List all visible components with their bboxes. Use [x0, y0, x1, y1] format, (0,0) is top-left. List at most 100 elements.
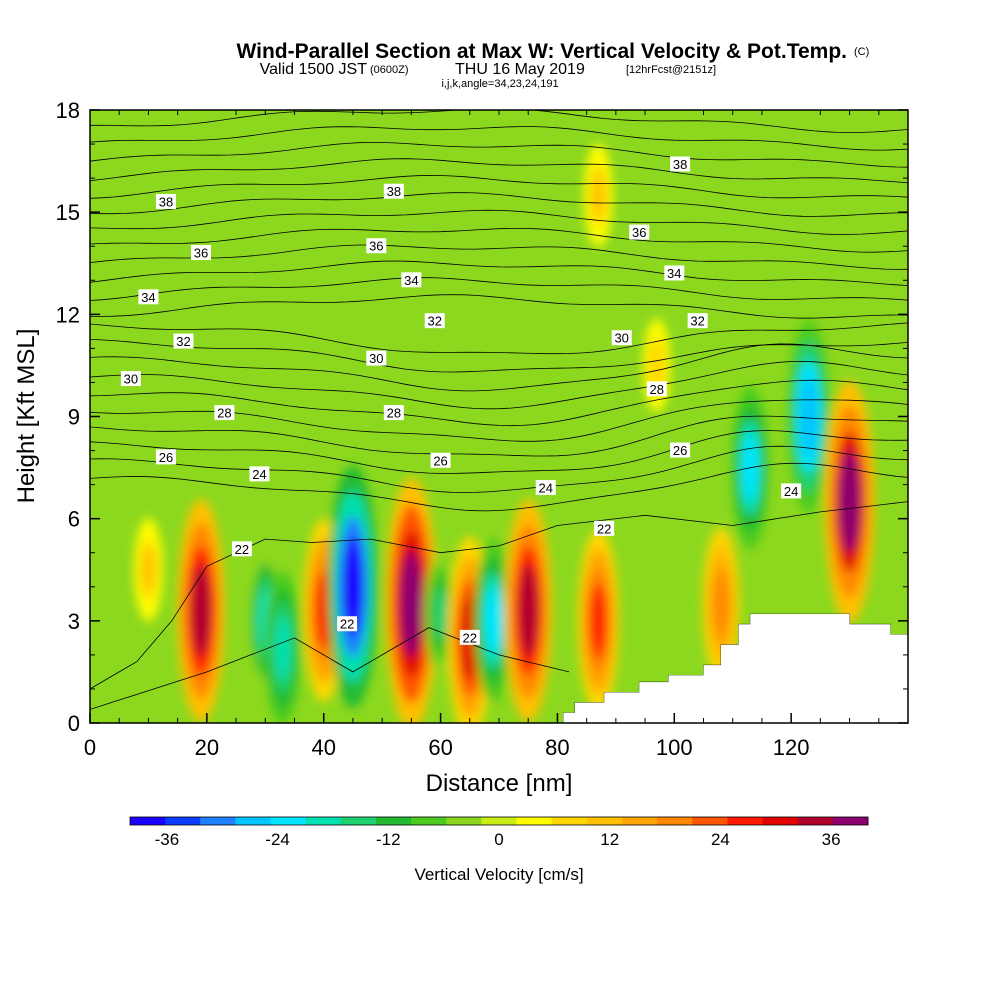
grid-indices: i,j,k,angle=34,23,24,191: [441, 78, 558, 90]
y-tick-label-18: 18: [56, 98, 80, 123]
colorbar-bin-12: [551, 817, 588, 825]
isentrope-20: [90, 126, 908, 151]
contour-label-30-2: 30: [611, 330, 632, 346]
contour-label-32-1: 32: [424, 313, 445, 329]
contour-label-26-2: 26: [670, 442, 691, 458]
svg-text:32: 32: [690, 314, 704, 329]
colorbar-label--24: -24: [265, 830, 290, 849]
colorbar-label--36: -36: [155, 830, 180, 849]
contour-label-26-1: 26: [430, 452, 451, 468]
isentrope-13: [90, 244, 908, 270]
contour-label-26-0: 26: [155, 449, 176, 465]
colorbar-frame: [129, 816, 869, 826]
plot-area: 22 22 22 22 24 24 24 26 26 26 28 28 28 30 30 30 32 32 32 34…: [89, 109, 909, 724]
isentrope-6: [90, 360, 908, 410]
svg-text:24: 24: [539, 481, 553, 496]
contour-label-34-1: 34: [401, 272, 422, 288]
colorbar-bin-13: [586, 817, 623, 825]
colorbar-bin-6: [340, 817, 377, 825]
w-cell-14-3: [799, 376, 818, 457]
colorbar-bin-8: [411, 817, 447, 825]
isentrope-18: [90, 158, 908, 184]
colorbar-bin-11: [516, 817, 553, 825]
colorbar-label-12: 12: [600, 830, 619, 849]
w-cell-17-3: [650, 345, 663, 385]
y-tick-label-6: 6: [68, 507, 80, 532]
potential-temperature-contours: [90, 110, 908, 723]
contour-label-38-0: 38: [155, 193, 176, 209]
svg-text:34: 34: [141, 290, 155, 305]
contour-label-38-2: 38: [670, 156, 691, 172]
w-cell-12-3: [713, 571, 729, 636]
contour-label-32-0: 32: [173, 333, 194, 349]
x-axis-label: Distance [nm]: [426, 770, 573, 797]
isentrope-3: [90, 415, 908, 457]
svg-text:34: 34: [667, 266, 681, 281]
contour-label-34-0: 34: [138, 289, 159, 305]
svg-text:36: 36: [194, 246, 208, 261]
svg-text:28: 28: [650, 382, 664, 397]
isentrope-low-1: [90, 627, 570, 710]
y-tick-label-0: 0: [68, 711, 80, 736]
svg-text:38: 38: [673, 157, 687, 172]
contour-label-36-0: 36: [191, 245, 212, 261]
svg-text:24: 24: [252, 467, 266, 482]
y-tick-label-3: 3: [68, 609, 80, 634]
isentrope-19: [90, 142, 908, 168]
valid-date: THU 16 May 2019: [455, 61, 585, 78]
w-cell-6-3: [400, 551, 423, 657]
colorbar-label-24: 24: [711, 830, 730, 849]
isentrope-0: [90, 462, 908, 512]
colorbar-bin-1: [165, 817, 201, 825]
svg-text:36: 36: [369, 239, 383, 254]
isentrope-17: [90, 174, 908, 199]
colorbar-label-0: 0: [494, 830, 503, 849]
colorbar-bin-19: [797, 817, 834, 825]
x-axis: 0 20 40 60 80 100 120: [84, 110, 880, 760]
y-axis-label: Height [Kft MSL]: [13, 329, 40, 504]
contour-label-22-3: 22: [594, 520, 615, 536]
contour-label-32-2: 32: [687, 313, 708, 329]
svg-text:36: 36: [632, 225, 646, 240]
x-tick-label-120: 120: [773, 735, 810, 760]
w-cell-10-3: [518, 564, 539, 658]
isentrope-2: [90, 430, 908, 474]
x-tick-label-0: 0: [84, 735, 96, 760]
x-tick-label-80: 80: [545, 735, 569, 760]
isentrope-11: [90, 277, 908, 301]
y-tick-label-15: 15: [56, 200, 80, 225]
svg-text:26: 26: [673, 443, 687, 458]
isentrope-9: [90, 322, 908, 355]
isentrope-1: [90, 445, 908, 494]
contour-label-24-0: 24: [249, 466, 270, 482]
w-cell-0-3: [191, 564, 211, 658]
colorbar-bin-3: [235, 817, 271, 825]
w-cell-15-3: [839, 451, 861, 553]
colorbar-bin-5: [305, 817, 342, 825]
y-tick-label-9: 9: [68, 405, 80, 430]
colorbar-label--12: -12: [376, 830, 401, 849]
colorbar-label-36: 36: [822, 830, 841, 849]
svg-text:26: 26: [433, 453, 447, 468]
svg-text:38: 38: [387, 184, 401, 199]
w-cell-9-3: [485, 586, 502, 655]
colorbar-bin-20: [832, 817, 869, 825]
colorbar-title: Vertical Velocity [cm/s]: [414, 865, 583, 884]
colorbar-bin-14: [622, 817, 658, 825]
contour-label-22-1: 22: [337, 616, 358, 632]
w-cell-5-3: [342, 536, 364, 638]
colorbar: -36 -24 -12 0 12 24 36: [129, 816, 869, 849]
contour-label-22-0: 22: [231, 541, 252, 557]
contour-label-28-2: 28: [646, 381, 667, 397]
contour-label-36-2: 36: [629, 224, 650, 240]
isentrope-12: [90, 260, 908, 286]
isentrope-14: [90, 228, 908, 253]
contour-label-28-0: 28: [214, 405, 235, 421]
x-tick-label-20: 20: [195, 735, 219, 760]
isentrope-5: [90, 379, 908, 427]
svg-text:30: 30: [369, 351, 383, 366]
svg-text:24: 24: [784, 484, 798, 499]
w-cell-16-3: [592, 173, 605, 217]
contour-label-24-1: 24: [535, 480, 556, 496]
chart-title: Wind-Parallel Section at Max W: Vertical…: [236, 40, 847, 63]
